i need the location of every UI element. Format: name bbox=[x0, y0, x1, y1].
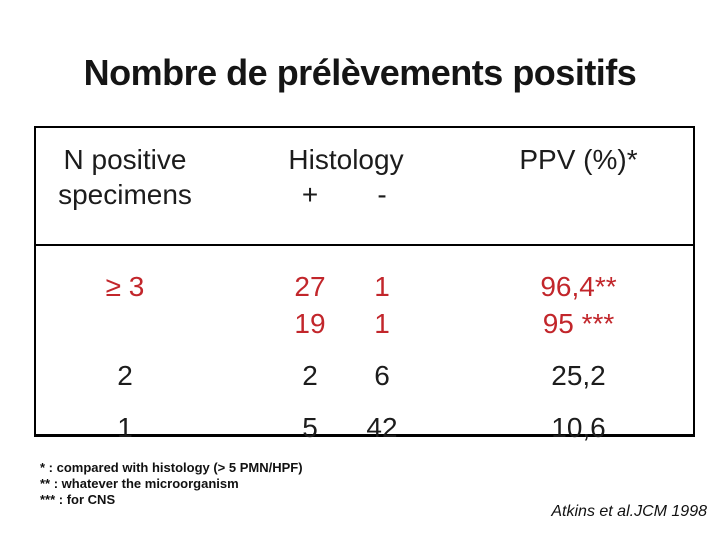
header-histology-signs: + - bbox=[274, 177, 418, 212]
table-body: ≥ 3 27 19 1 1 96,4** 95 *** 2 2 6 25,2 bbox=[36, 246, 693, 446]
value-line: 19 bbox=[294, 308, 326, 339]
header-specimens: N positive specimens bbox=[36, 142, 274, 244]
cell-ppv: 25,2 bbox=[551, 360, 606, 391]
results-table: N positive specimens Histology + - PPV (… bbox=[34, 126, 695, 443]
header-ppv: PPV (%)* bbox=[519, 144, 638, 175]
table-row-2: 2 2 6 25,2 bbox=[36, 357, 693, 394]
citation: Atkins et al.JCM 1998 bbox=[551, 503, 707, 520]
table-row-ge3: ≥ 3 27 19 1 1 96,4** 95 *** bbox=[36, 268, 693, 342]
header-plus-sign: + bbox=[301, 179, 319, 210]
header-histology: Histology + - bbox=[274, 142, 418, 244]
value-line: 1 bbox=[374, 308, 390, 339]
slide-title: Nombre de prélèvements positifs bbox=[83, 52, 637, 93]
cell-ppv: 96,4** 95 *** bbox=[418, 268, 693, 342]
cell-histology-plus: 27 19 bbox=[274, 268, 346, 342]
cell-histology-minus: 6 bbox=[374, 360, 390, 391]
cell-histology-plus: 2 bbox=[302, 360, 318, 391]
value-line: 1 bbox=[374, 271, 390, 302]
header-histology-label: Histology bbox=[288, 144, 404, 175]
value-line: 27 bbox=[294, 271, 326, 302]
header-minus-sign: - bbox=[377, 179, 387, 210]
table-row-1: 1 5 42 10,6 bbox=[36, 409, 693, 446]
footnote-ppv: * : compared with histology (> 5 PMN/HPF… bbox=[40, 460, 303, 475]
cell-histology-plus: 5 bbox=[302, 412, 318, 443]
footnotes: * : compared with histology (> 5 PMN/HPF… bbox=[40, 460, 303, 508]
footnote-microorganism: ** : whatever the microorganism bbox=[40, 476, 239, 491]
header-specimens-line2: specimens bbox=[58, 179, 192, 210]
header-specimens-line1: N positive bbox=[63, 144, 187, 175]
cell-specimens: ≥ 3 bbox=[105, 271, 145, 302]
value-line: 95 *** bbox=[542, 308, 615, 339]
cell-histology-minus: 1 1 bbox=[346, 268, 418, 342]
cell-histology-minus: 42 bbox=[366, 412, 398, 443]
cell-ppv: 10,6 bbox=[551, 412, 606, 443]
value-line: 96,4** bbox=[540, 271, 617, 302]
table-header-row: N positive specimens Histology + - PPV (… bbox=[36, 128, 693, 246]
cell-specimens: 2 bbox=[117, 360, 133, 391]
cell-specimens: 1 bbox=[117, 412, 133, 443]
footnote-cns: *** : for CNS bbox=[40, 492, 116, 507]
